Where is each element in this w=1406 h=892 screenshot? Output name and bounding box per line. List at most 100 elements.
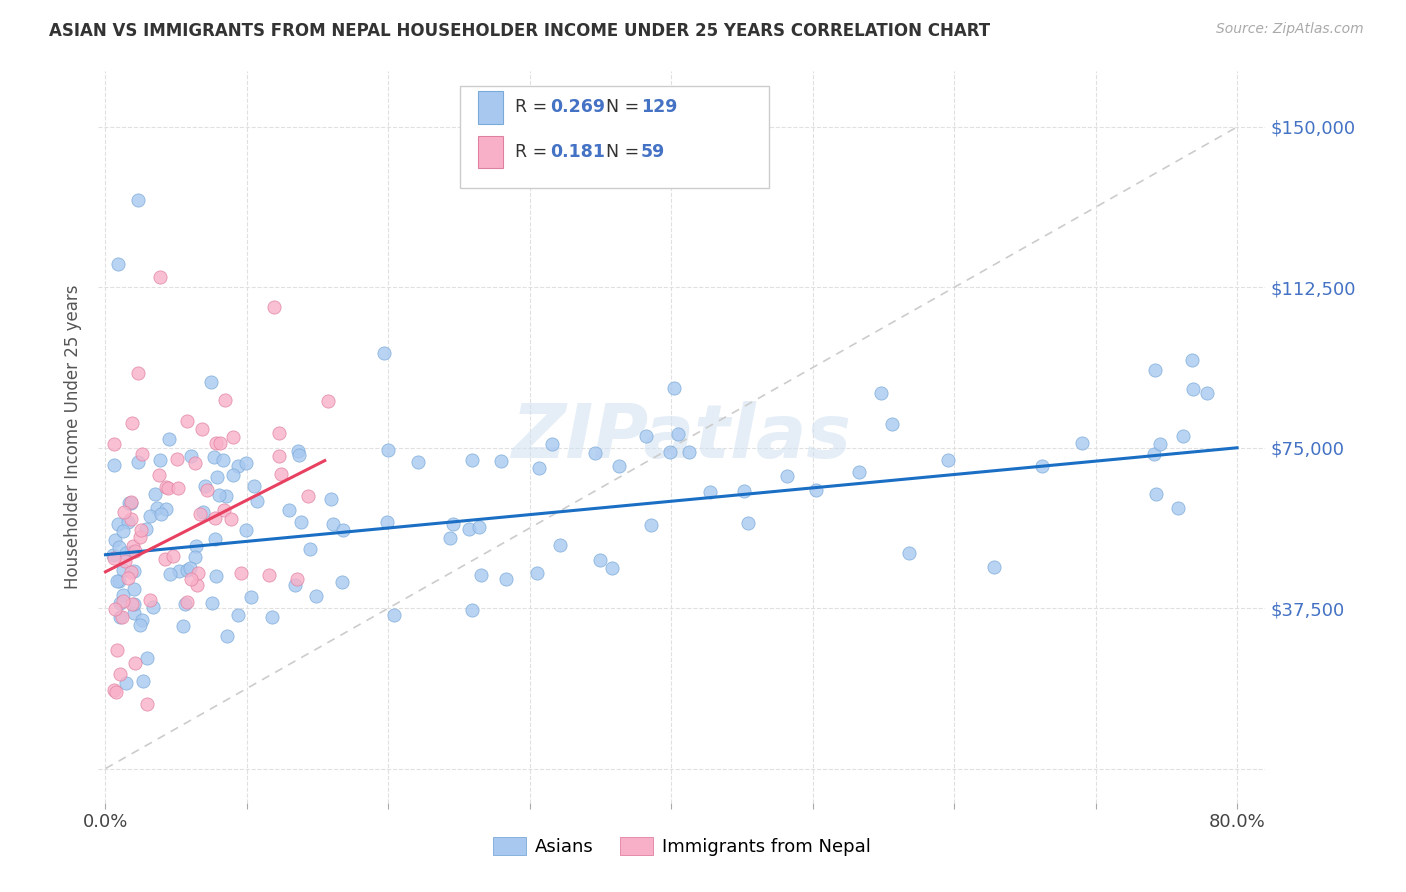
Point xyxy=(848,465,870,479)
Point xyxy=(103,458,125,472)
Point xyxy=(209,435,232,450)
Point xyxy=(332,523,354,537)
Point xyxy=(634,429,657,443)
Point xyxy=(150,507,173,521)
Text: N =: N = xyxy=(606,98,645,117)
Point xyxy=(733,484,755,499)
Point xyxy=(228,607,250,622)
Point xyxy=(173,597,195,611)
Point xyxy=(155,502,177,516)
Point xyxy=(737,516,759,530)
Point xyxy=(122,540,145,554)
Point xyxy=(201,596,224,610)
Text: 129: 129 xyxy=(641,98,678,117)
Point xyxy=(235,456,257,470)
Point xyxy=(187,566,209,580)
Point xyxy=(204,511,226,525)
Point xyxy=(382,608,405,623)
Point xyxy=(406,455,429,469)
Point xyxy=(186,577,208,591)
Point xyxy=(489,454,512,468)
Point xyxy=(202,450,225,464)
Point xyxy=(139,509,162,524)
Point xyxy=(114,554,136,568)
Point xyxy=(105,643,128,657)
Text: R =: R = xyxy=(515,144,553,161)
Point xyxy=(375,515,398,529)
Point xyxy=(149,269,172,284)
Point xyxy=(1149,437,1171,451)
Point xyxy=(104,602,127,616)
Point xyxy=(470,567,492,582)
Point xyxy=(1031,458,1053,473)
Point xyxy=(217,629,239,643)
Point xyxy=(107,517,129,532)
Point xyxy=(108,596,131,610)
Y-axis label: Householder Income Under 25 years: Householder Income Under 25 years xyxy=(65,285,83,590)
Point xyxy=(120,495,142,509)
Point xyxy=(208,487,231,501)
Point xyxy=(108,540,131,554)
Point xyxy=(441,517,464,532)
Point xyxy=(136,698,159,712)
Point xyxy=(166,482,188,496)
Point xyxy=(550,538,572,552)
Point xyxy=(127,454,149,468)
Point xyxy=(124,544,146,558)
Point xyxy=(288,448,311,462)
Point xyxy=(184,549,207,564)
Point xyxy=(1144,363,1167,377)
Text: ZIPatlas: ZIPatlas xyxy=(512,401,852,474)
FancyBboxPatch shape xyxy=(478,91,503,124)
Point xyxy=(305,589,328,603)
Point xyxy=(284,578,307,592)
Point xyxy=(259,567,281,582)
FancyBboxPatch shape xyxy=(478,136,503,169)
Point xyxy=(270,467,292,482)
Point xyxy=(219,512,242,526)
Point xyxy=(104,684,127,698)
Point xyxy=(246,493,269,508)
Point xyxy=(804,483,827,497)
Point xyxy=(297,489,319,503)
Point xyxy=(678,445,700,459)
Point xyxy=(1197,385,1219,400)
Point xyxy=(267,449,290,463)
Point xyxy=(155,480,177,494)
Point xyxy=(159,566,181,581)
Point xyxy=(880,417,903,432)
Point xyxy=(373,346,395,360)
Point xyxy=(159,432,181,446)
Point xyxy=(131,447,153,461)
Point xyxy=(658,444,681,458)
Point xyxy=(205,436,228,450)
Point xyxy=(1180,352,1202,367)
Point xyxy=(135,651,157,665)
Point xyxy=(120,512,142,526)
Point xyxy=(221,468,243,483)
Point xyxy=(108,667,131,681)
Point xyxy=(183,456,205,470)
Point xyxy=(321,491,343,506)
Point xyxy=(138,592,160,607)
Point xyxy=(640,518,662,533)
Point xyxy=(1167,501,1189,516)
Point xyxy=(122,597,145,611)
Point xyxy=(176,563,198,577)
Point xyxy=(607,458,630,473)
Point xyxy=(277,503,299,517)
Point xyxy=(262,610,284,624)
Point xyxy=(176,594,198,608)
Point xyxy=(127,366,149,380)
Point xyxy=(103,548,125,562)
Point xyxy=(121,416,143,430)
Text: Source: ZipAtlas.com: Source: ZipAtlas.com xyxy=(1216,22,1364,37)
Point xyxy=(316,393,339,408)
Point xyxy=(103,437,125,451)
Point xyxy=(120,565,142,579)
Point xyxy=(205,470,228,484)
Point xyxy=(1182,382,1205,396)
Point xyxy=(155,551,177,566)
Point xyxy=(205,569,228,583)
Point xyxy=(540,437,562,451)
